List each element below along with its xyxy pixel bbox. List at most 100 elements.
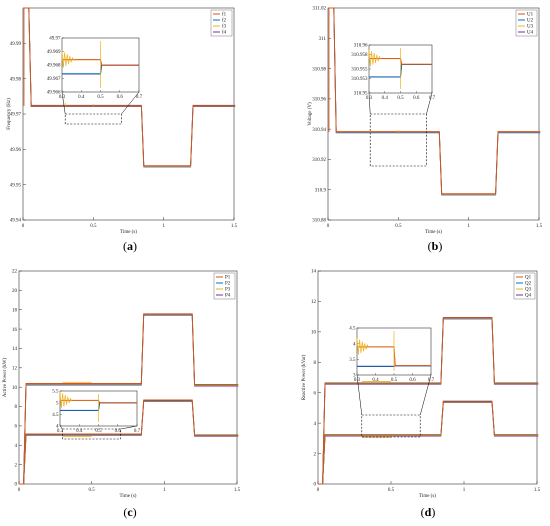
y-tick-label: 310.9 bbox=[315, 188, 327, 193]
inset-x-tick-label: 0.5 bbox=[97, 95, 104, 100]
inset-x-tick-label: 0.5 bbox=[95, 429, 102, 434]
x-tick-label: 0.5 bbox=[90, 224, 97, 229]
inset-y-tick-label: 4 bbox=[353, 342, 356, 347]
inset-y-tick-label: 49.969 bbox=[47, 50, 61, 55]
y-tick-label: 20 bbox=[12, 289, 18, 294]
y-tick-label: 2 bbox=[314, 452, 317, 457]
y-tick-label: 49.94 bbox=[10, 219, 22, 224]
x-tick-label: 1 bbox=[463, 488, 466, 493]
inset-y-tick-label: 49.97 bbox=[49, 37, 61, 42]
caption-open: ( bbox=[123, 239, 127, 253]
legend-entry-P2: P2 bbox=[225, 282, 231, 287]
y-tick-label: 0 bbox=[314, 483, 317, 488]
legend-entry-Q2: Q2 bbox=[525, 282, 532, 287]
legend-entry-f1: f1 bbox=[222, 13, 227, 18]
zoom-region bbox=[64, 113, 122, 125]
x-tick-label: 0 bbox=[18, 488, 21, 493]
y-tick-label: 6 bbox=[15, 425, 18, 430]
y-tick-label: 12 bbox=[311, 300, 317, 305]
x-tick-label: 0.5 bbox=[395, 224, 402, 229]
y-tick-label: 12 bbox=[12, 367, 18, 372]
x-tick-label: 1 bbox=[467, 224, 470, 229]
inset-y-tick-label: 3 bbox=[353, 374, 356, 379]
series-line-Q1-lower bbox=[318, 400, 539, 485]
caption-close: ) bbox=[431, 505, 435, 519]
inset-transient-oscillation bbox=[368, 49, 382, 67]
series-line-f1-main bbox=[23, 7, 236, 167]
inset-y-tick-label: 310.958 bbox=[351, 53, 368, 58]
y-axis-label: Frequency (Hz) bbox=[7, 98, 12, 130]
x-axis-label: Time (s) bbox=[425, 230, 442, 235]
y-tick-label: 10 bbox=[12, 386, 18, 391]
legend-entry-P1: P1 bbox=[225, 276, 231, 281]
caption-close: ) bbox=[133, 239, 137, 253]
inset-y-tick-label: 310.96 bbox=[354, 44, 368, 49]
y-tick-label: 8 bbox=[15, 405, 18, 410]
zoom-connector bbox=[61, 91, 66, 115]
series-line-U1-main bbox=[328, 7, 541, 195]
y-tick-label: 310.92 bbox=[312, 158, 326, 163]
inset-x-tick-label: 0.4 bbox=[372, 378, 379, 383]
y-tick-label: 310.96 bbox=[312, 98, 326, 103]
caption-open: ( bbox=[428, 239, 432, 253]
zoom-region bbox=[62, 428, 122, 440]
zoom-region bbox=[361, 414, 421, 438]
caption-open: ( bbox=[421, 505, 425, 519]
zoom-connector bbox=[59, 425, 63, 430]
inset-x-tick-label: 0.6 bbox=[409, 378, 416, 383]
x-tick-label: 0 bbox=[22, 224, 25, 229]
y-tick-label: 310.88 bbox=[312, 219, 326, 224]
inset-y-tick-label: 4.5 bbox=[52, 413, 59, 418]
inset-series-line-U1 bbox=[369, 57, 432, 65]
inset-y-tick-label: 5.5 bbox=[52, 390, 59, 395]
zoom-connector bbox=[368, 92, 371, 115]
legend-entry-Q4: Q4 bbox=[525, 294, 532, 299]
inset-series-line-Q1 bbox=[357, 346, 431, 367]
y-tick-label: 311 bbox=[319, 37, 327, 42]
legend-entry-U3: U3 bbox=[527, 25, 534, 30]
inset-x-tick-label: 0.6 bbox=[413, 96, 420, 101]
x-tick-label: 0 bbox=[327, 224, 330, 229]
legend-entry-f3: f3 bbox=[222, 25, 227, 30]
inset-x-tick-label: 0.6 bbox=[115, 429, 122, 434]
legend-entry-U2: U2 bbox=[527, 19, 534, 24]
inset-x-tick-label: 0.4 bbox=[76, 429, 83, 434]
y-tick-label: 2 bbox=[15, 463, 18, 468]
zoom-connector bbox=[356, 374, 363, 416]
y-tick-label: 49.99 bbox=[10, 42, 22, 47]
inset-series-line-P1 bbox=[60, 399, 137, 404]
legend-box bbox=[210, 9, 233, 37]
zoom-region bbox=[369, 113, 427, 167]
inset-x-tick-label: 0.5 bbox=[391, 378, 398, 383]
caption-label: b bbox=[432, 239, 439, 253]
series-line-P1-upper bbox=[19, 313, 239, 485]
x-tick-label: 0 bbox=[317, 488, 320, 493]
inset-transient-oscillation bbox=[59, 391, 73, 409]
y-axis-label: Reactive Power (kVar) bbox=[302, 354, 307, 400]
inset-x-tick-label: 0.4 bbox=[78, 95, 85, 100]
y-tick-label: 311.02 bbox=[312, 7, 326, 12]
x-tick-label: 0.5 bbox=[89, 488, 96, 493]
y-tick-label: 14 bbox=[12, 347, 18, 352]
zoom-connector bbox=[419, 374, 432, 416]
inset-y-tick-label: 49.968 bbox=[47, 64, 61, 69]
caption-label: c bbox=[127, 505, 133, 519]
y-tick-label: 4 bbox=[15, 444, 18, 449]
legend-entry-P3: P3 bbox=[225, 288, 231, 293]
plot-area bbox=[327, 7, 540, 221]
series-line-Q1-upper bbox=[318, 316, 539, 485]
x-tick-label: 1.5 bbox=[231, 224, 238, 229]
legend-entry-U1: U1 bbox=[527, 13, 534, 18]
y-tick-label: 310.94 bbox=[312, 128, 326, 133]
zoom-connector bbox=[121, 91, 140, 115]
inset-series-line-f1 bbox=[62, 59, 139, 66]
x-axis-label: Time (s) bbox=[120, 494, 137, 499]
caption-open: ( bbox=[123, 505, 127, 519]
caption-label: d bbox=[425, 505, 432, 519]
chart-panel-1: 49.94 49.95 49.96 49.97 49.98 49.99 0 0.5 1 1.5 Ti… bbox=[7, 7, 238, 253]
y-tick-label: 49.98 bbox=[10, 77, 22, 82]
legend-entry-P4: P4 bbox=[225, 294, 231, 299]
y-tick-label: 10 bbox=[311, 331, 317, 336]
inset-y-tick-label: 5 bbox=[56, 401, 59, 406]
